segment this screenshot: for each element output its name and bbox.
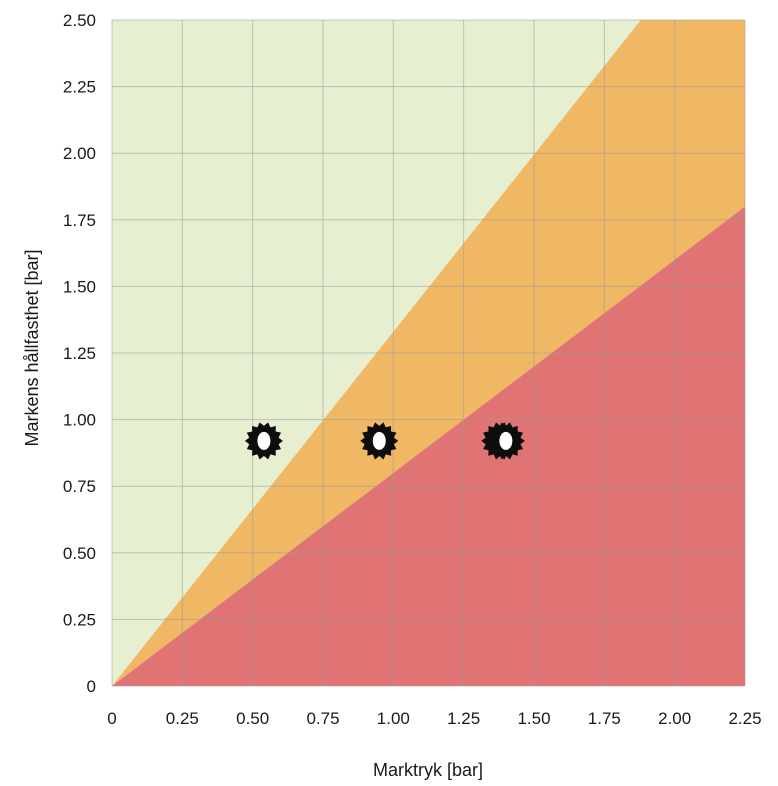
risk-zone [112, 206, 745, 686]
x-axis-ticks: 0 0.25 0.50 0.75 1.00 1.25 1.50 1.75 2.00 2.25 [107, 709, 761, 728]
data-point [486, 422, 525, 460]
grid [111, 19, 746, 687]
y-tick-label: 2.00 [63, 144, 96, 163]
y-axis-ticks: 0 0.25 0.50 0.75 1.00 1.25 1.50 1.75 2.00 2.25 2.5… [63, 11, 96, 696]
x-tick-label: 1.25 [447, 709, 480, 728]
y-tick-label: 1.75 [63, 211, 96, 230]
x-tick-label: 0.25 [166, 709, 199, 728]
x-tick-label: 0.50 [236, 709, 269, 728]
plot-area [111, 19, 746, 687]
y-tick-label: 0.50 [63, 544, 96, 563]
data-points [244, 422, 525, 460]
x-tick-label: 0.75 [306, 709, 339, 728]
y-tick-label: 1.25 [63, 344, 96, 363]
x-tick-label: 2.00 [658, 709, 691, 728]
data-point [360, 422, 399, 460]
y-axis-label: Markens hållfasthet [bar] [22, 249, 42, 446]
y-tick-label: 1.50 [63, 277, 96, 296]
x-tick-label: 1.75 [588, 709, 621, 728]
x-tick-label: 1.50 [517, 709, 550, 728]
x-tick-label: 2.25 [728, 709, 761, 728]
x-axis-label: Marktryk [bar] [373, 760, 483, 780]
x-tick-label: 1.00 [377, 709, 410, 728]
x-tick-label: 0 [107, 709, 116, 728]
gear-marker-hole [257, 431, 271, 450]
y-tick-label: 0.25 [63, 610, 96, 629]
y-tick-label: 1.00 [63, 411, 96, 430]
y-tick-label: 0.75 [63, 477, 96, 496]
gear-marker-hole [372, 431, 386, 450]
y-tick-label: 2.50 [63, 11, 96, 30]
data-point [244, 422, 283, 460]
y-tick-label: 0 [87, 677, 96, 696]
gear-marker-hole [499, 431, 513, 450]
y-tick-label: 2.25 [63, 78, 96, 97]
